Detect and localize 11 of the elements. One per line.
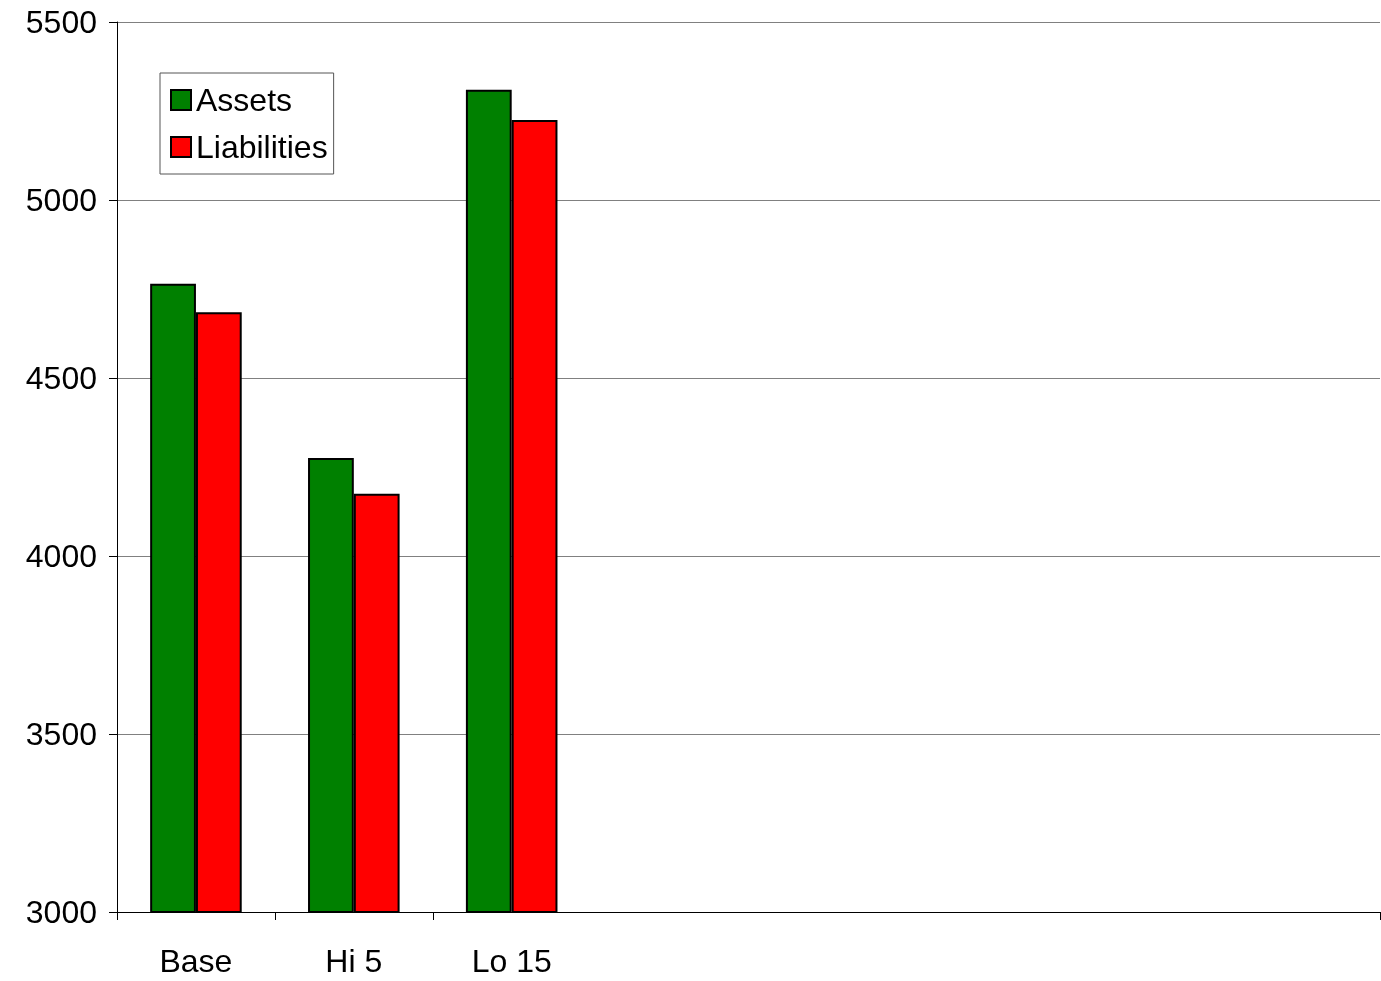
legend-label: Assets <box>196 82 293 118</box>
y-tick-label: 5000 <box>25 182 97 218</box>
legend-label: Liabilities <box>196 129 328 165</box>
y-tick-label: 3000 <box>25 894 97 930</box>
y-tick-label: 4500 <box>25 360 97 396</box>
x-tick-label: Lo 15 <box>471 943 552 979</box>
x-tick-label: Hi 5 <box>325 943 383 979</box>
x-tick-label: Base <box>159 943 233 979</box>
y-tick-label: 4000 <box>25 538 97 574</box>
y-tick-label: 5500 <box>25 4 97 40</box>
y-tick-label: 3500 <box>25 716 97 752</box>
